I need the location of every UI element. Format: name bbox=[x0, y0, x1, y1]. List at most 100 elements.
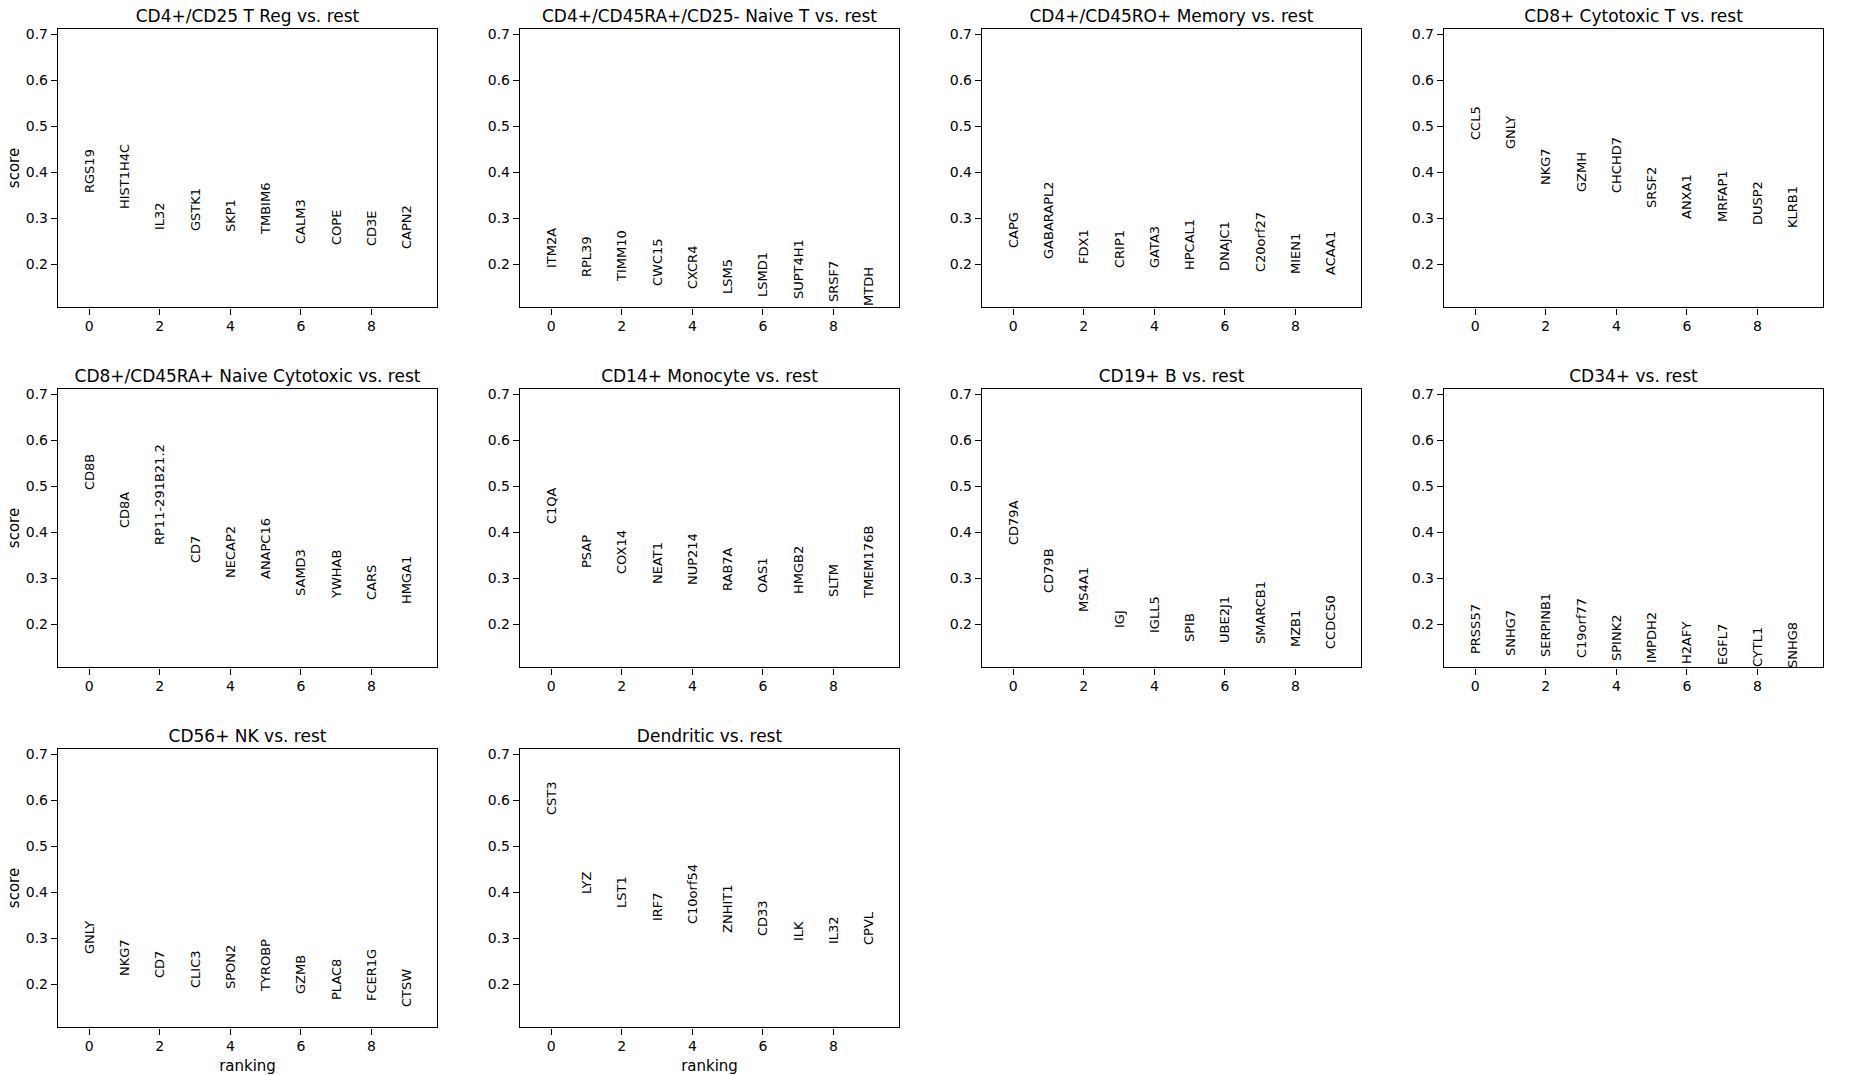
y-tick-label: 0.3 bbox=[4, 931, 48, 945]
gene-name: C1QA bbox=[544, 488, 557, 524]
gene-name: CXCR4 bbox=[685, 245, 698, 288]
subplot-title: CD19+ B vs. rest bbox=[981, 367, 1362, 386]
y-tick-label: 0.5 bbox=[928, 119, 972, 133]
gene-name: SNHG8 bbox=[1786, 621, 1799, 667]
y-tick-mark bbox=[513, 126, 519, 127]
gene-name: IMPDH2 bbox=[1645, 612, 1658, 663]
y-tick-mark bbox=[513, 394, 519, 395]
x-tick-mark bbox=[692, 1029, 693, 1035]
gene-score-label: CTSW bbox=[400, 969, 413, 1007]
x-tick-mark bbox=[692, 309, 693, 315]
x-tick-label: 2 bbox=[1079, 679, 1088, 693]
y-tick-mark bbox=[1437, 80, 1443, 81]
y-tick-label: 0.2 bbox=[4, 977, 48, 991]
x-tick-mark bbox=[89, 669, 90, 675]
y-tick-label: 0.7 bbox=[1390, 387, 1434, 401]
y-tick-label: 0.5 bbox=[928, 479, 972, 493]
gene-name: PLAC8 bbox=[329, 959, 342, 1000]
y-tick-mark bbox=[1437, 578, 1443, 579]
gene-score-label: ZNHIT1 bbox=[721, 884, 734, 932]
x-tick-mark bbox=[230, 669, 231, 675]
gene-score-label: GABARAPL2 bbox=[1042, 181, 1055, 259]
gene-name: MRFAP1 bbox=[1715, 170, 1728, 222]
y-tick-mark bbox=[51, 578, 57, 579]
y-tick-label: 0.3 bbox=[1390, 211, 1434, 225]
y-tick-mark bbox=[975, 218, 981, 219]
x-tick-mark bbox=[621, 669, 622, 675]
gene-score-label: IMPDH2 bbox=[1645, 612, 1658, 663]
y-tick-mark bbox=[975, 172, 981, 173]
gene-score-label: CXCR4 bbox=[685, 245, 698, 288]
x-tick-label: 0 bbox=[547, 1039, 556, 1053]
y-tick-label: 0.3 bbox=[4, 571, 48, 585]
x-tick-mark bbox=[159, 669, 160, 675]
x-tick-label: 0 bbox=[1009, 319, 1018, 333]
gene-name: PRSS57 bbox=[1468, 604, 1481, 654]
gene-name: RAB7A bbox=[721, 547, 734, 590]
gene-name: OAS1 bbox=[756, 558, 769, 593]
gene-name: MTDH bbox=[862, 267, 875, 306]
y-tick-label: 0.4 bbox=[928, 525, 972, 539]
gene-score-label: LSM5 bbox=[721, 259, 734, 294]
gene-name: C10orf54 bbox=[685, 864, 698, 924]
x-tick-mark bbox=[1224, 669, 1225, 675]
gene-name: H2AFY bbox=[1680, 622, 1693, 664]
gene-name: IGLL5 bbox=[1147, 596, 1160, 633]
y-tick-label: 0.4 bbox=[466, 525, 510, 539]
y-tick-label: 0.7 bbox=[1390, 27, 1434, 41]
gene-score-label: GATA3 bbox=[1147, 226, 1160, 268]
x-tick-mark bbox=[833, 669, 834, 675]
axes-box bbox=[57, 28, 438, 308]
y-axis-label-text: score bbox=[5, 148, 23, 188]
gene-name: RPL39 bbox=[580, 236, 593, 277]
y-tick-label: 0.3 bbox=[466, 571, 510, 585]
gene-name: NUP214 bbox=[685, 533, 698, 585]
gene-name: RP11-291B21.2 bbox=[153, 444, 166, 545]
axes-box bbox=[519, 388, 900, 668]
gene-score-label: IL32 bbox=[153, 202, 166, 230]
y-tick-mark bbox=[513, 892, 519, 893]
gene-score-label: CD3E bbox=[364, 210, 377, 246]
gene-score-label: CD79B bbox=[1042, 548, 1055, 593]
x-tick-mark bbox=[1083, 669, 1084, 675]
y-axis-label-text: score bbox=[5, 868, 23, 908]
x-tick-mark bbox=[551, 669, 552, 675]
gene-score-label: ILK bbox=[791, 921, 804, 941]
x-tick-label: 8 bbox=[829, 1039, 838, 1053]
y-tick-mark bbox=[51, 984, 57, 985]
gene-name: SRSF2 bbox=[1645, 166, 1658, 207]
x-tick-mark bbox=[621, 1029, 622, 1035]
x-tick-mark bbox=[230, 309, 231, 315]
gene-name: CD33 bbox=[756, 900, 769, 936]
y-tick-mark bbox=[975, 532, 981, 533]
gene-name: CPVL bbox=[862, 912, 875, 945]
gene-score-label: NKG7 bbox=[118, 939, 131, 976]
y-tick-label: 0.2 bbox=[4, 617, 48, 631]
gene-name: GZMH bbox=[1574, 152, 1587, 192]
x-tick-label: 6 bbox=[1682, 319, 1691, 333]
subplot-cd34-vs-rest: CD34+ vs. rest0.20.30.40.50.60.702468PRS… bbox=[1386, 360, 1848, 720]
x-tick-label: 4 bbox=[226, 679, 235, 693]
gene-score-label: RP11-291B21.2 bbox=[153, 444, 166, 545]
axes-box bbox=[519, 28, 900, 308]
gene-score-label: OAS1 bbox=[756, 558, 769, 593]
gene-score-label: EGFL7 bbox=[1715, 624, 1728, 665]
y-tick-mark bbox=[513, 172, 519, 173]
gene-name: CLIC3 bbox=[188, 950, 201, 988]
gene-name: LST1 bbox=[615, 876, 628, 908]
x-tick-mark bbox=[1616, 309, 1617, 315]
axes-box bbox=[1443, 388, 1824, 668]
y-tick-mark bbox=[51, 892, 57, 893]
y-tick-mark bbox=[51, 754, 57, 755]
x-tick-mark bbox=[159, 309, 160, 315]
y-tick-mark bbox=[513, 754, 519, 755]
gene-score-label: GSTK1 bbox=[188, 188, 201, 231]
y-tick-label: 0.7 bbox=[466, 27, 510, 41]
gene-score-label: CST3 bbox=[544, 782, 557, 816]
gene-name: GABARAPL2 bbox=[1042, 181, 1055, 259]
x-tick-mark bbox=[300, 309, 301, 315]
gene-name: CD7 bbox=[188, 535, 201, 562]
y-tick-label: 0.3 bbox=[928, 571, 972, 585]
y-tick-mark bbox=[1437, 532, 1443, 533]
gene-score-label: SPINK2 bbox=[1609, 614, 1622, 660]
